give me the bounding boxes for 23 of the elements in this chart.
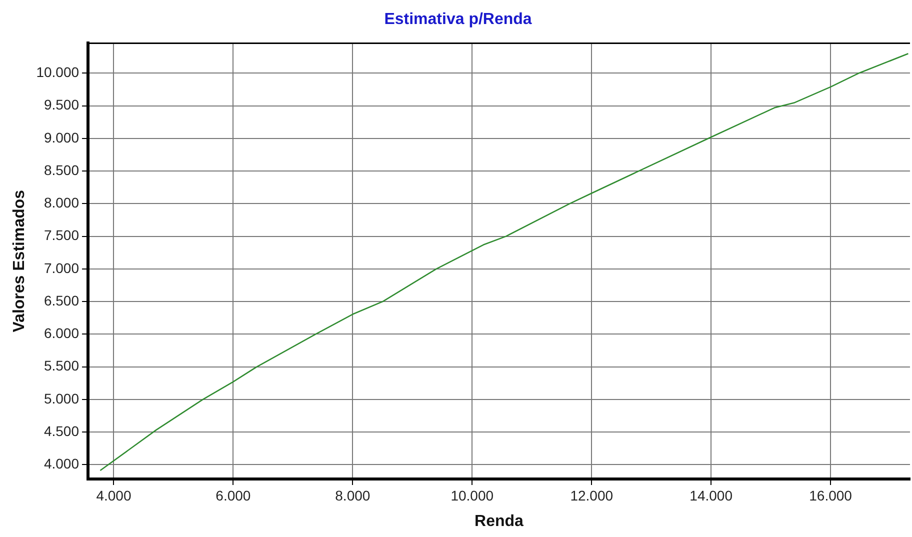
- y-tick-label: 6.500: [44, 292, 80, 308]
- x-tick-label: 14.000: [690, 487, 733, 504]
- y-tick-label: 10.000: [36, 64, 80, 80]
- y-tick-label: 9.000: [44, 129, 80, 146]
- x-tick-label: 4.000: [96, 487, 132, 504]
- x-tick-label: 10.000: [450, 487, 494, 504]
- y-tick-label: 5.500: [44, 358, 80, 374]
- y-tick-label: 5.000: [44, 390, 80, 406]
- y-tick-label: 8.000: [44, 194, 80, 211]
- y-tick-label: 4.000: [44, 456, 80, 472]
- chart-title: Estimativa p/Renda: [384, 11, 532, 28]
- y-tick-label: 8.500: [44, 162, 80, 178]
- y-tick-label: 7.000: [44, 260, 80, 276]
- x-tick-label: 16.000: [809, 487, 852, 504]
- x-axis-title: Renda: [474, 512, 524, 530]
- y-tick-label: 7.500: [44, 227, 80, 244]
- x-tick-label: 8.000: [335, 487, 370, 504]
- y-tick-label: 9.500: [44, 96, 80, 113]
- x-tick-label: 12.000: [570, 487, 614, 504]
- x-tick-label: 6.000: [216, 487, 251, 504]
- y-tick-label: 4.500: [44, 422, 80, 439]
- y-axis-title: Valores Estimados: [11, 190, 28, 332]
- y-tick-label: 6.000: [44, 325, 80, 342]
